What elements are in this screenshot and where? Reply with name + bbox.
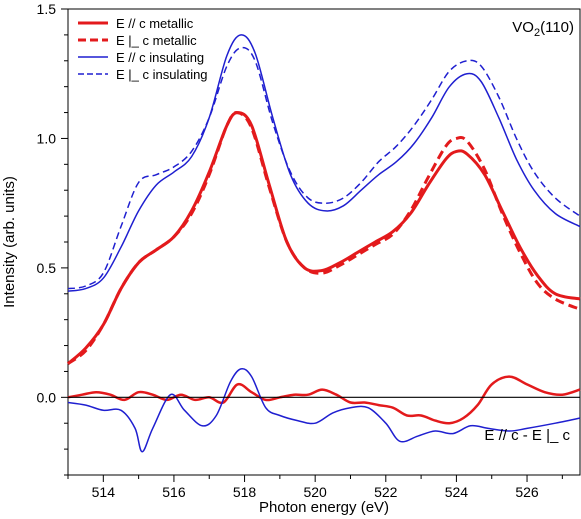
sample-label: VO2(110) <box>512 19 574 39</box>
legend-label: E // c insulating <box>116 50 204 65</box>
x-tick-label: 520 <box>303 484 327 500</box>
y-tick-label: 0.5 <box>37 260 57 276</box>
series-line-e-c-insulating <box>67 46 581 290</box>
x-tick-label: 514 <box>92 484 116 500</box>
legend: E // c metallic E |_ c metallic E // c ins… <box>78 16 208 82</box>
y-tick-label: 1.5 <box>37 1 57 17</box>
x-tick-label: 526 <box>515 484 539 500</box>
series-line-difference-2 <box>67 367 581 453</box>
x-tick-label: 516 <box>162 484 186 500</box>
x-tick-label: 524 <box>445 484 469 500</box>
legend-label: E |_ c metallic <box>116 33 197 48</box>
y-tick-label: 0.0 <box>37 389 57 405</box>
x-tick-label: 518 <box>233 484 257 500</box>
y-axis-title: Intensity (arb. units) <box>1 176 18 308</box>
series-layer <box>66 34 581 453</box>
y-tick-label: 1.0 <box>37 130 57 146</box>
series-line-e-c-metallic <box>67 111 581 365</box>
series-line-e-c-insulating <box>67 34 581 292</box>
legend-label: E // c metallic <box>116 16 194 31</box>
axes-layer: 514 516 518 520 522 524 526 0.0 0.5 1.0 1.5 <box>37 1 580 500</box>
x-axis-title: Photon energy (eV) <box>259 499 389 516</box>
legend-label: E |_ c insulating <box>116 67 208 82</box>
x-tick-label: 522 <box>374 484 398 500</box>
series-line-difference-1 <box>67 375 581 425</box>
difference-label: E // c - E |_ c <box>484 427 570 444</box>
